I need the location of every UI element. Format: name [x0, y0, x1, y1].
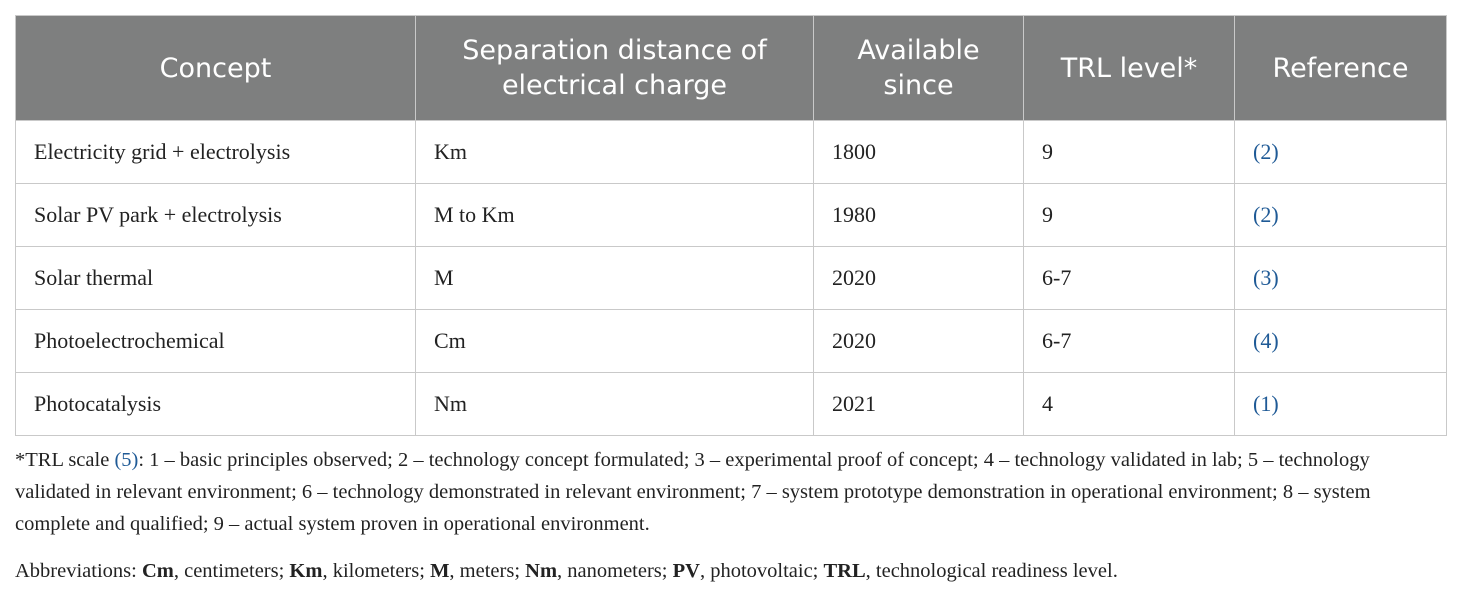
table-cell: Nm: [415, 372, 814, 436]
abbreviation-definition: , centimeters;: [173, 560, 285, 582]
abbreviation-definition: , nanometers;: [557, 560, 668, 582]
reference-link[interactable]: (2): [1253, 202, 1279, 227]
abbreviation-definition: , meters;: [449, 560, 521, 582]
table-cell: 2020: [813, 246, 1024, 310]
table-body: Electricity grid + electrolysis Km 1800 9 (2…: [15, 120, 1447, 436]
abbreviations-label: Abbreviations:: [15, 560, 137, 582]
abbreviation-definition: , technological readiness level.: [865, 560, 1118, 582]
table-cell: 1800: [813, 120, 1024, 184]
table-cell: (2): [1234, 120, 1447, 184]
header-cell: TRL level*: [1023, 15, 1235, 121]
table-row: Solar thermal M 2020 6-7 (3): [15, 246, 1447, 310]
header-cell: Concept: [15, 15, 416, 121]
reference-link[interactable]: (2): [1253, 139, 1279, 164]
header-cell: Available since: [813, 15, 1024, 121]
abbreviation-term: Km: [289, 560, 323, 582]
footnote-reference[interactable]: (5): [114, 449, 139, 471]
abbreviation-term: Nm: [525, 560, 558, 582]
data-table: Concept Separation distance of electrical…: [15, 15, 1447, 436]
table-cell: (4): [1234, 309, 1447, 373]
abbreviation-term: PV: [672, 560, 700, 582]
table-cell: Solar thermal: [15, 246, 416, 310]
table-cell: M to Km: [415, 183, 814, 247]
table-row: Photoelectrochemical Cm 2020 6-7 (4): [15, 309, 1447, 373]
table-header: Concept Separation distance of electrical…: [15, 15, 1447, 121]
table-cell: Electricity grid + electrolysis: [15, 120, 416, 184]
abbreviations: Abbreviations: Cm, centimeters; Km, kilo…: [15, 555, 1447, 587]
reference-link[interactable]: (4): [1253, 328, 1279, 353]
header-cell: Reference: [1234, 15, 1447, 121]
abbreviation-term: Cm: [141, 560, 174, 582]
trl-footnote: *TRL scale (5): 1 – basic principles obs…: [15, 444, 1447, 540]
reference-link[interactable]: (1): [1253, 391, 1279, 416]
table-cell: 2020: [813, 309, 1024, 373]
abbreviation-term: M: [430, 560, 450, 582]
table-cell: 9: [1023, 120, 1235, 184]
footnote-prefix: *TRL scale: [15, 449, 110, 471]
table-cell: M: [415, 246, 814, 310]
table-cell: 6-7: [1023, 309, 1235, 373]
footnote-text: : 1 – basic principles observed; 2 – tec…: [15, 449, 1371, 535]
table-cell: Photocatalysis: [15, 372, 416, 436]
table-cell: (1): [1234, 372, 1447, 436]
table-row: Solar PV park + electrolysis M to Km 1980 9…: [15, 183, 1447, 247]
abbreviation-definition: , kilometers;: [322, 560, 425, 582]
table-cell: 4: [1023, 372, 1235, 436]
header-row: Concept Separation distance of electrical…: [15, 15, 1447, 121]
reference-link[interactable]: (3): [1253, 265, 1279, 290]
table-row: Photocatalysis Nm 2021 4 (1): [15, 372, 1447, 436]
table-cell: 6-7: [1023, 246, 1235, 310]
abbreviation-term: TRL: [823, 560, 866, 582]
header-cell: Separation distance of electrical charge: [415, 15, 814, 121]
table-cell: 1980: [813, 183, 1024, 247]
table-cell: (2): [1234, 183, 1447, 247]
table-cell: Photoelectrochemical: [15, 309, 416, 373]
table-cell: 9: [1023, 183, 1235, 247]
abbreviation-definition: , photovoltaic;: [699, 560, 819, 582]
table-cell: Km: [415, 120, 814, 184]
table-cell: Cm: [415, 309, 814, 373]
table-cell: 2021: [813, 372, 1024, 436]
table-row: Electricity grid + electrolysis Km 1800 9 (2…: [15, 120, 1447, 184]
table-cell: (3): [1234, 246, 1447, 310]
table-cell: Solar PV park + electrolysis: [15, 183, 416, 247]
